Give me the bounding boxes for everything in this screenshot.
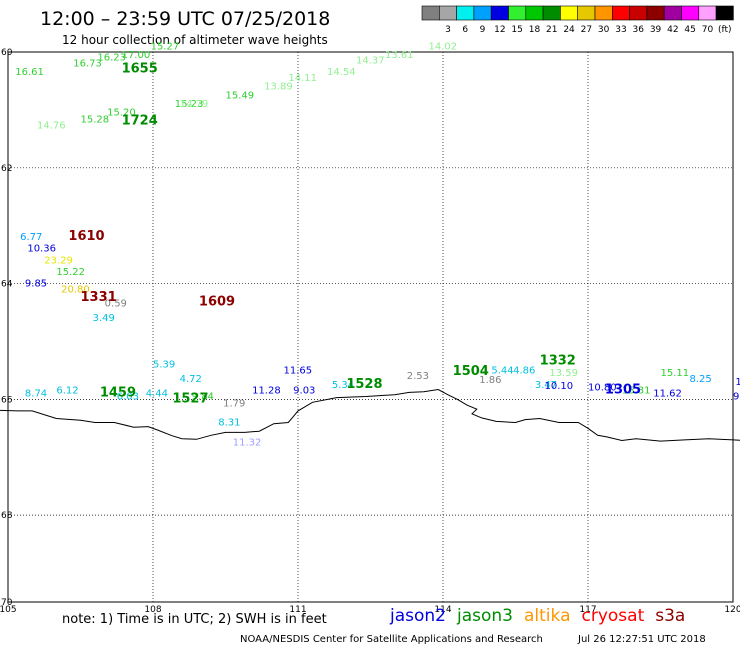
satellite-name-jason3: jason3 [457,606,513,626]
pass-time-label: 1331 [81,290,117,305]
satellite-name-s3a: s3a [655,606,686,626]
wave-height-value: 4.44 [146,388,168,399]
wave-height-value: 20.80 [61,284,90,295]
coastline [0,388,740,442]
wave-height-value: 15.22 [56,267,85,278]
pass-time-label: 1504 [453,364,489,379]
wave-height-value: 14.54 [327,67,356,78]
wave-height-value: 5.34 [332,380,354,391]
lon-tick-label: 111 [289,605,306,615]
wave-height-value: 3.49 [93,313,115,324]
pass-time-label: 1610 [68,229,104,244]
wave-height-value: 15.20 [107,108,136,119]
wave-height-value: 15.23 [175,99,204,110]
satellite-name-jason2: jason2 [390,606,446,626]
map-frame [7,51,734,603]
wave-height-value: 15.27 [151,42,180,53]
wave-height-value: 11.65 [284,365,313,376]
lat-tick-label: 60 [1,48,13,58]
pass-time-label: 1528 [346,377,382,392]
wave-height-value: 1.79 [223,398,245,409]
wave-height-value: 8.25 [690,374,712,385]
wave-height-value: 9.03 [293,386,315,397]
wave-height-value: 13.59 [549,368,578,379]
credit-line: NOAA/NESDIS Center for Satellite Applica… [240,634,543,645]
map-subtitle: 12 hour collection of altimeter wave hei… [62,33,328,47]
pass-time-label: 1724 [122,113,158,128]
wave-height-value: 10.10 [545,381,574,392]
map-title: 12:00 – 23:59 UTC 07/25/2018 [40,8,331,30]
wave-height-value: 14.02 [429,42,458,53]
lon-tick-label: 105 [0,605,17,615]
lon-tick-label: 117 [579,605,596,615]
wave-height-value: 14.79 [180,99,209,110]
wave-height-value: 16.61 [15,67,44,78]
pass-time-label: 1305 [605,383,641,398]
pass-time-label: 1459 [100,385,136,400]
wave-height-value: 8.74 [25,388,47,399]
wave-height-value: 6.77 [20,232,42,243]
wave-height-value: 9.85 [25,278,47,289]
satellite-name-altika: altika [524,606,571,626]
wave-height-value: 11.32 [233,438,262,449]
timestamp: Jul 26 12:27:51 UTC 2018 [578,634,706,645]
wave-height-value: 16.73 [73,58,102,69]
wave-height-value: 15.11 [661,368,690,379]
lat-tick-label: 62 [1,164,12,174]
wave-height-value: 15.49 [226,90,255,101]
wave-height-value: 10.36 [27,244,56,255]
wave-height-value: 15.31 [622,386,651,397]
pass-time-label: 1332 [540,354,576,369]
wave-height-value: 6.12 [56,386,78,397]
lat-tick-label: 70 [1,598,13,608]
wave-height-value: 8.31 [218,417,240,428]
wave-height-value: 15.28 [81,115,110,126]
wave-height-value: 14.37 [356,56,385,67]
wave-height-value: 13.61 [385,50,414,61]
wave-height-value: 9.38 [733,391,740,402]
wave-height-value: 5.39 [153,360,175,371]
wave-height-value: 16.23 [97,53,126,64]
satellite-legend: jason2 jason3 altika cryosat s3a [390,606,696,626]
satellite-name-cryosat: cryosat [581,606,645,626]
wave-height-value: 1.86 [479,375,501,386]
lon-tick-label: 108 [144,605,161,615]
pass-time-label: 1655 [122,61,158,76]
wave-height-value: 17.00 [122,50,151,61]
wave-height-value: 0.59 [105,299,127,310]
wave-height-value: 3.47 [535,380,557,391]
wave-height-value: 13.89 [264,82,293,93]
lat-tick-label: 66 [1,395,13,405]
lat-tick-label: 64 [1,280,13,290]
pass-time-label: 1527 [172,391,208,406]
pass-time-label: 1609 [199,295,235,310]
wave-height-value: 4.72 [180,374,202,385]
wave-height-value: 9.84 [192,391,214,402]
wave-height-value: 11.28 [252,386,281,397]
wave-height-value: 14.76 [37,120,66,131]
wave-height-value: 4.86 [513,365,535,376]
wave-height-value: 10.80 [588,383,617,394]
wave-height-value: 6.03 [117,391,139,402]
lon-tick-label: 120 [724,605,740,615]
wave-height-value: 23.29 [44,255,73,266]
lon-tick-label: 114 [434,605,451,615]
wave-height-value: 10.30 [735,377,740,388]
wave-height-value: 5.44 [491,365,513,376]
footer-note: note: 1) Time is in UTC; 2) SWH is in fe… [62,612,327,627]
wave-height-value: 2.53 [407,371,429,382]
wave-height-value: 11.62 [653,388,682,399]
lat-tick-label: 68 [1,511,13,521]
wave-height-value: 14.11 [288,73,317,84]
